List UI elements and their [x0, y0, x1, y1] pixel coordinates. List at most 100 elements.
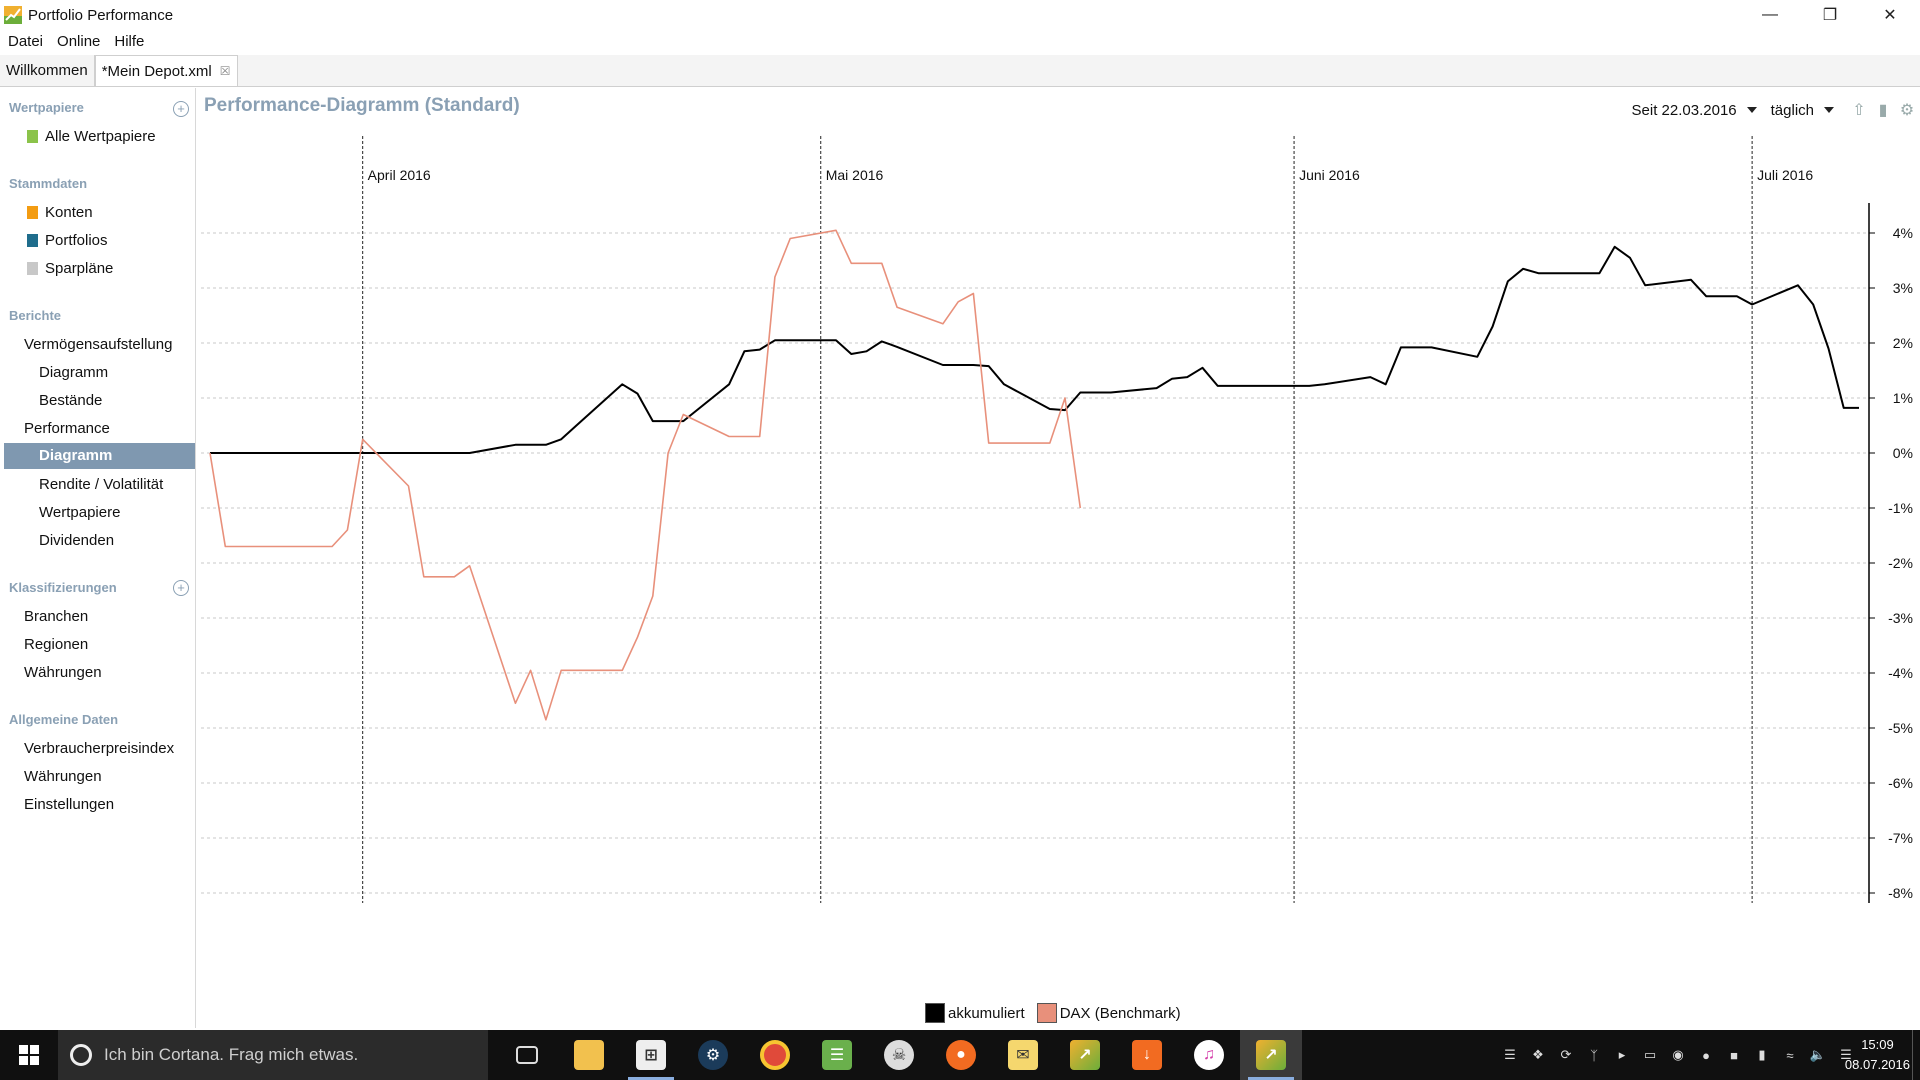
search-placeholder: Ich bin Cortana. Frag mich etwas.	[104, 1045, 359, 1064]
series-line-dax	[209, 229, 1082, 721]
taskbar-portfolio-performance-2[interactable]: ↗	[1054, 1030, 1116, 1080]
sidebar-item-regionen[interactable]: Regionen	[24, 636, 89, 653]
y-tick-label: -2%	[1888, 555, 1913, 571]
sidebar-item-dividenden[interactable]: Dividenden	[39, 532, 115, 549]
taskbar-calculator[interactable]: ⊞	[620, 1030, 682, 1080]
interval-dropdown[interactable]: täglich	[1771, 102, 1834, 119]
volume-icon[interactable]: 🔈	[1809, 1047, 1827, 1062]
y-tick-label: -5%	[1888, 720, 1913, 736]
legend-label-akkumuliert: akkumuliert	[948, 1004, 1025, 1022]
gear-icon[interactable]: ⚙	[1899, 102, 1915, 119]
taskbar-downloader[interactable]: ↓	[1116, 1030, 1178, 1080]
sidebar-item-vermoegen-diagramm[interactable]: Diagramm	[39, 364, 109, 381]
period-value: Seit 22.03.2016	[1631, 101, 1737, 119]
taskbar-explorer[interactable]	[558, 1030, 620, 1080]
chevron-down-icon	[1746, 107, 1757, 113]
app-logo-icon	[4, 6, 22, 24]
sidebar-item-portfolios[interactable]: Portfolios	[45, 232, 108, 249]
tab-mein-depot[interactable]: *Mein Depot.xml ☒	[94, 55, 238, 86]
menu-hilfe[interactable]: Hilfe	[114, 32, 145, 50]
layers-icon: ☰	[822, 1040, 852, 1070]
envelope-icon: ✉	[1008, 1040, 1038, 1070]
taskbar-mail[interactable]: ✉	[992, 1030, 1054, 1080]
wifi-icon[interactable]: ≈	[1786, 1047, 1794, 1063]
sidebar-item-waehrungen-klass[interactable]: Währungen	[24, 664, 102, 681]
period-dropdown[interactable]: Seit 22.03.2016	[1632, 102, 1757, 119]
legend-item-akkumuliert[interactable]: akkumuliert	[925, 1003, 1025, 1023]
show-desktop-button[interactable]	[1912, 1030, 1920, 1080]
sidebar-item-performance[interactable]: Performance	[24, 420, 110, 437]
cortana-search-box[interactable]: Ich bin Cortana. Frag mich etwas.	[58, 1030, 488, 1080]
sidebar-item-vermoegensaufstellung[interactable]: Vermögensaufstellung	[24, 336, 173, 353]
taskbar-portfolio-performance[interactable]: ↗	[1240, 1030, 1302, 1080]
record-icon[interactable]: ◉	[1672, 1047, 1684, 1062]
menu-datei[interactable]: Datei	[8, 32, 44, 50]
taskbar-bluestacks[interactable]: ☰	[806, 1030, 868, 1080]
bluetooth-icon[interactable]: ᛉ	[1590, 1047, 1598, 1063]
sidebar-item-konten[interactable]: Konten	[45, 204, 93, 221]
y-tick-label: 3%	[1893, 280, 1913, 296]
sidebar-item-waehrungen[interactable]: Währungen	[24, 768, 102, 785]
skull-icon: ☠	[884, 1040, 914, 1070]
sidebar-item-einstellungen[interactable]: Einstellungen	[24, 796, 115, 813]
download-icon: ↓	[1132, 1040, 1162, 1070]
display-icon[interactable]: ▭	[1643, 1047, 1657, 1062]
system-clock[interactable]: 15:09 08.07.2016	[1845, 1035, 1910, 1075]
taskbar-origin[interactable]: ●	[930, 1030, 992, 1080]
portfolio-performance-icon: ↗	[1070, 1040, 1100, 1070]
notifications-icon[interactable]: ☰	[1840, 1047, 1852, 1062]
taskbar-steam[interactable]: ⚙	[682, 1030, 744, 1080]
performance-chart: 4% 3% 2% 1% 0% -1% -2% -3% -4% -5% -6% -7% -8% April …	[201, 136, 1913, 903]
sidebar-item-verbraucherpreisindex[interactable]: Verbraucherpreisindex	[24, 740, 175, 757]
section-heading-stammdaten: Stammdaten	[9, 176, 88, 191]
sidebar-item-wertpapiere[interactable]: Wertpapiere	[39, 504, 121, 521]
editor-tab-bar: Willkommen *Mein Depot.xml ☒	[0, 55, 1920, 87]
sidebar-item-performance-diagramm[interactable]: Diagramm	[4, 443, 195, 469]
sidebar-item-branchen[interactable]: Branchen	[24, 608, 89, 625]
bookmark-icon[interactable]: ▮	[1878, 102, 1888, 119]
dropbox-icon[interactable]: ❖	[1532, 1047, 1544, 1062]
add-classification-icon[interactable]: +	[173, 580, 189, 596]
menu-online[interactable]: Online	[57, 32, 101, 50]
origin-tray-icon[interactable]: ●	[1702, 1047, 1710, 1063]
windows-logo-icon	[19, 1045, 39, 1065]
chrome-icon	[760, 1040, 790, 1070]
battery-icon[interactable]: ▮	[1758, 1047, 1766, 1062]
tab-willkommen[interactable]: Willkommen	[0, 55, 95, 86]
start-button[interactable]	[0, 1030, 58, 1080]
section-heading-wertpapiere: Wertpapiere	[9, 100, 84, 115]
restore-button[interactable]: ❐	[1822, 7, 1838, 24]
taskbar-chrome[interactable]	[744, 1030, 806, 1080]
alert-icon[interactable]: ▸	[1618, 1047, 1626, 1062]
section-heading-berichte: Berichte	[9, 308, 62, 323]
minimize-button[interactable]: —	[1762, 6, 1778, 23]
export-icon[interactable]: ⇧	[1852, 102, 1866, 119]
section-heading-klassifizierungen: Klassifizierungen	[9, 580, 117, 595]
tab-label: Willkommen	[6, 62, 88, 79]
security-icon	[27, 130, 38, 143]
close-tab-icon[interactable]: ☒	[219, 64, 231, 78]
tab-label: *Mein Depot.xml	[101, 62, 212, 80]
sidebar-item-alle-wertpapiere[interactable]: Alle Wertpapiere	[45, 128, 156, 145]
add-wertpapier-icon[interactable]: +	[173, 101, 189, 117]
sync-icon[interactable]: ⟳	[1560, 1047, 1572, 1062]
taskbar-itunes[interactable]: ♫	[1178, 1030, 1240, 1080]
nvidia-icon[interactable]: ■	[1730, 1047, 1738, 1063]
legend-item-dax[interactable]: DAX (Benchmark)	[1036, 1003, 1181, 1023]
sidebar-item-sparplaene[interactable]: Sparpläne	[45, 260, 114, 277]
task-view-button[interactable]	[496, 1030, 558, 1080]
y-tick-label: 1%	[1893, 390, 1913, 406]
close-button[interactable]: ✕	[1883, 7, 1897, 24]
taskbar-skull-app[interactable]: ☠	[868, 1030, 930, 1080]
y-tick-label: -8%	[1888, 885, 1913, 901]
calculator-icon: ⊞	[636, 1040, 666, 1070]
sidebar-item-bestaende[interactable]: Bestände	[39, 392, 103, 409]
itunes-icon: ♫	[1194, 1040, 1224, 1070]
chart-legend: akkumuliert DAX (Benchmark)	[925, 1003, 1193, 1023]
navigation-sidebar: Wertpapiere + Alle Wertpapiere Stammdate…	[0, 88, 196, 1028]
portfolio-performance-icon: ↗	[1256, 1040, 1286, 1070]
sidebar-item-rendite-volatilitaet[interactable]: Rendite / Volatilität	[39, 476, 164, 493]
bluestacks-tray-icon[interactable]: ☰	[1504, 1047, 1516, 1062]
legend-swatch-dax	[1036, 1003, 1057, 1023]
